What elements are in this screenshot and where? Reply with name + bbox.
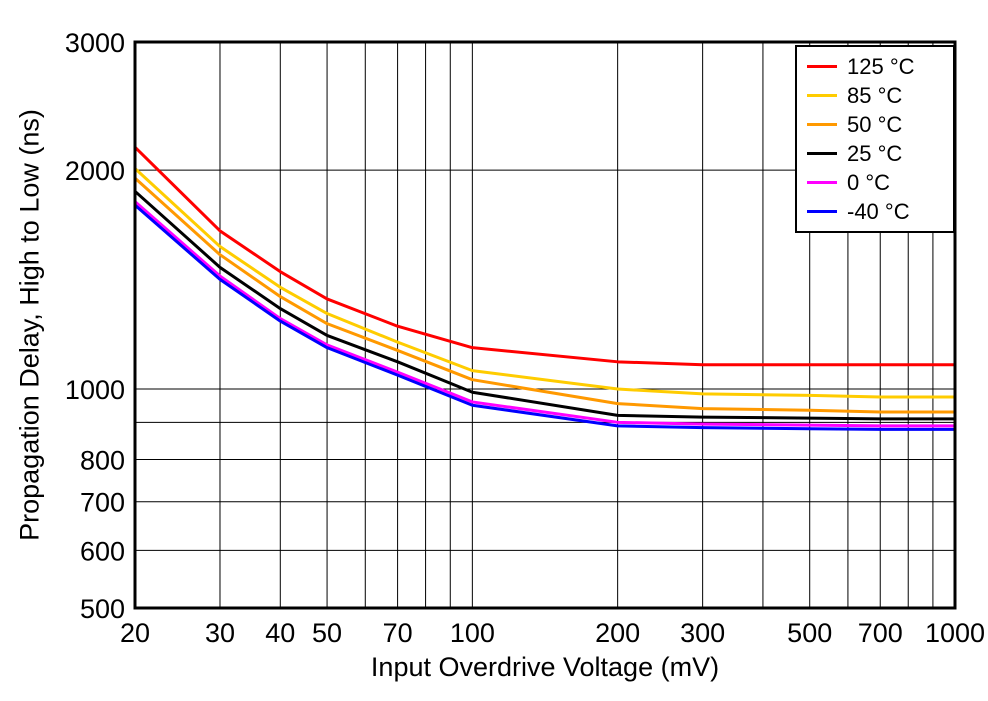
x-tick-label: 700 — [858, 618, 903, 648]
legend-swatch — [807, 94, 837, 97]
series-line-85c — [133, 167, 955, 399]
x-tick-label: 200 — [595, 618, 640, 648]
x-tick-label: 70 — [383, 618, 413, 648]
x-tick-labels: 20 30 40 50 70 100 200 300 500 700 1000 — [120, 618, 985, 648]
series-line-125c — [133, 146, 955, 367]
y-axis-title: Propagation Delay, High to Low (ns) — [14, 109, 45, 541]
y-tick-label: 500 — [80, 594, 125, 624]
x-tick-label: 500 — [787, 618, 832, 648]
legend-item: 0 °C — [797, 168, 953, 197]
legend-swatch — [807, 181, 837, 184]
x-tick-label: 1000 — [925, 618, 985, 648]
legend-item: 125 °C — [797, 52, 953, 81]
series-line-minus40c — [134, 203, 955, 431]
legend-label: 125 °C — [847, 53, 915, 79]
legend-item: 50 °C — [797, 110, 953, 139]
series-line-25c — [133, 190, 955, 421]
plot-frame — [133, 40, 957, 610]
y-tick-label: 600 — [80, 536, 125, 566]
y-tick-label: 2000 — [65, 156, 125, 186]
series-line-50c — [133, 176, 955, 414]
legend-item: 25 °C — [797, 139, 953, 168]
x-tick-label: 300 — [680, 618, 725, 648]
legend-label: 85 °C — [847, 82, 903, 108]
y-tick-label: 700 — [80, 488, 125, 518]
series-line-0c — [134, 200, 955, 428]
legend-swatch — [807, 152, 837, 155]
legend-label: 0 °C — [847, 169, 891, 195]
x-tick-label: 20 — [120, 618, 150, 648]
y-tick-label: 800 — [80, 446, 125, 476]
series-lines — [133, 146, 955, 431]
legend-label: -40 °C — [847, 198, 910, 224]
legend-swatch — [807, 123, 837, 126]
legend-label: 50 °C — [847, 111, 903, 137]
x-tick-label: 40 — [265, 618, 295, 648]
legend-item: -40 °C — [797, 197, 953, 226]
x-tick-label: 100 — [450, 618, 495, 648]
legend-item: 85 °C — [797, 81, 953, 110]
y-tick-label: 1000 — [65, 375, 125, 405]
x-axis-title: Input Overdrive Voltage (mV) — [370, 652, 720, 682]
y-tick-label: 3000 — [65, 28, 125, 58]
legend-swatch — [807, 65, 837, 68]
legend-label: 25 °C — [847, 140, 903, 166]
legend: 125 °C 85 °C 50 °C 25 °C 0 °C -40 °C — [795, 45, 955, 233]
x-tick-label: 50 — [312, 618, 342, 648]
y-tick-labels: 500 600 700 800 1000 2000 3000 — [65, 28, 125, 624]
legend-swatch — [807, 210, 837, 213]
x-tick-label: 30 — [205, 618, 235, 648]
